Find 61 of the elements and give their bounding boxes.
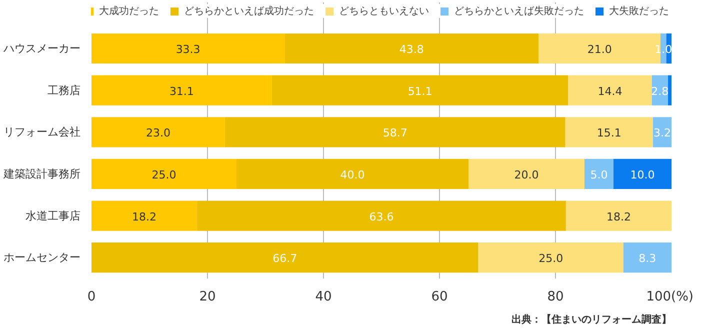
data-label: 15.1: [596, 126, 622, 140]
x-tick-label: 0: [87, 290, 96, 304]
legend-label: どちらかといえば失敗だった: [454, 4, 584, 18]
bar: [284, 33, 539, 64]
bar: [623, 242, 672, 273]
bar: [468, 158, 584, 190]
y-tick-label: 建築設計事務所: [2, 167, 80, 180]
bar: [568, 75, 652, 106]
y-tick-label: ハウスメーカー: [2, 42, 80, 55]
y-tick-label: ホームセンター: [4, 251, 80, 264]
data-label: 31.1: [169, 84, 194, 98]
legend-label: 大成功だった: [99, 4, 159, 18]
y-tick-label: 水道工事店: [26, 209, 80, 222]
data-label: 58.7: [382, 126, 408, 140]
y-tick-label: 工務店: [48, 84, 80, 97]
bar: [92, 200, 198, 231]
data-label: 2.8: [651, 84, 669, 98]
bar: [614, 158, 672, 190]
bar: [272, 75, 568, 106]
data-label: 25.0: [152, 168, 176, 182]
data-label: 66.7: [272, 252, 298, 266]
bar: [92, 158, 236, 190]
x-tick-label: 100(%): [646, 290, 694, 304]
bar: [565, 117, 653, 148]
data-label: 14.4: [598, 84, 622, 98]
y-tick-label: リフォーム会社: [4, 126, 80, 139]
data-label: 21.0: [587, 43, 612, 56]
x-tick-label: 40: [315, 290, 332, 304]
data-label: 20.0: [514, 168, 539, 182]
bar: [92, 117, 225, 148]
data-label: 8.3: [638, 252, 656, 266]
data-label: 33.3: [176, 43, 200, 56]
bar: [584, 158, 614, 190]
data-label: 63.6: [369, 210, 394, 224]
legend-label: 大失敗だった: [609, 4, 669, 18]
bar: [92, 75, 272, 106]
data-label: 25.0: [538, 252, 564, 266]
data-label: 5.0: [590, 168, 608, 182]
data-label: 3.2: [653, 126, 671, 140]
legend-label: どちらかといえば成功だった: [184, 4, 314, 18]
data-label: 18.2: [132, 210, 157, 224]
data-label: 1.0: [654, 43, 672, 56]
source-note: 出典：【住まいのリフォーム調査】: [512, 314, 672, 326]
bar: [566, 200, 672, 231]
data-label: 10.0: [630, 168, 655, 182]
bar: [668, 75, 672, 106]
x-tick-label: 80: [547, 290, 564, 304]
x-tick-label: 20: [199, 290, 216, 304]
bar: [224, 117, 566, 148]
x-tick-label: 60: [431, 290, 448, 304]
bar: [236, 158, 468, 190]
bar: [92, 242, 478, 273]
legend-label: どちらともいえない: [339, 5, 429, 18]
data-label: 51.1: [408, 84, 432, 98]
data-label: 40.0: [340, 168, 365, 182]
bar: [478, 242, 624, 273]
data-label: 43.8: [399, 43, 424, 56]
data-label: 23.0: [146, 126, 170, 140]
data-label: 18.2: [606, 210, 631, 224]
bar: [197, 200, 566, 231]
bar: [92, 33, 285, 64]
